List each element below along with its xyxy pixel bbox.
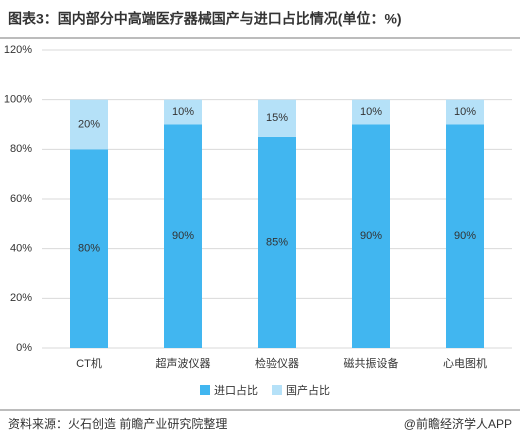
bar-segment — [352, 99, 390, 125]
legend-label: 进口占比 — [214, 383, 258, 397]
source: 资料来源：火石创造 前瞻产业研究院整理 — [8, 416, 227, 431]
bar-segment — [258, 136, 296, 348]
bar-segment — [352, 124, 390, 348]
value-label: 15% — [266, 112, 288, 124]
chart-title: 图表3：国内部分中高端医疗器械国产与进口占比情况(单位：%) — [8, 11, 402, 27]
legend-label: 国产占比 — [286, 383, 330, 397]
x-tick-label: 超声波仪器 — [156, 356, 211, 370]
value-label: 10% — [454, 106, 476, 118]
y-tick-label: 120% — [4, 44, 32, 56]
value-label: 10% — [360, 106, 382, 118]
value-label: 85% — [266, 236, 288, 248]
value-label: 90% — [172, 230, 194, 242]
value-label: 90% — [454, 230, 476, 242]
value-label: 20% — [78, 118, 100, 130]
y-tick-label: 20% — [10, 292, 32, 304]
legend-swatch — [272, 385, 282, 395]
value-label: 80% — [78, 243, 100, 255]
x-tick-label: CT机 — [76, 356, 102, 370]
y-tick-label: 80% — [10, 143, 32, 155]
bar-segment — [164, 99, 202, 125]
x-tick-label: 磁共振设备 — [344, 356, 399, 370]
x-tick-label: 心电图机 — [443, 356, 487, 370]
legend-swatch — [200, 385, 210, 395]
bar-segment — [258, 99, 296, 137]
y-tick-label: 60% — [10, 193, 32, 205]
bar-segment — [446, 99, 484, 125]
value-label: 90% — [360, 230, 382, 242]
credit: @前瞻经济学人APP — [404, 416, 512, 431]
y-tick-label: 0% — [16, 342, 32, 354]
y-tick-label: 100% — [4, 94, 32, 106]
bar-segment — [446, 124, 484, 348]
bar-segment — [164, 124, 202, 348]
bar-segment — [70, 149, 108, 348]
bar-segment — [70, 99, 108, 150]
value-label: 10% — [172, 106, 194, 118]
x-tick-label: 检验仪器 — [255, 356, 299, 370]
y-tick-label: 40% — [10, 243, 32, 255]
